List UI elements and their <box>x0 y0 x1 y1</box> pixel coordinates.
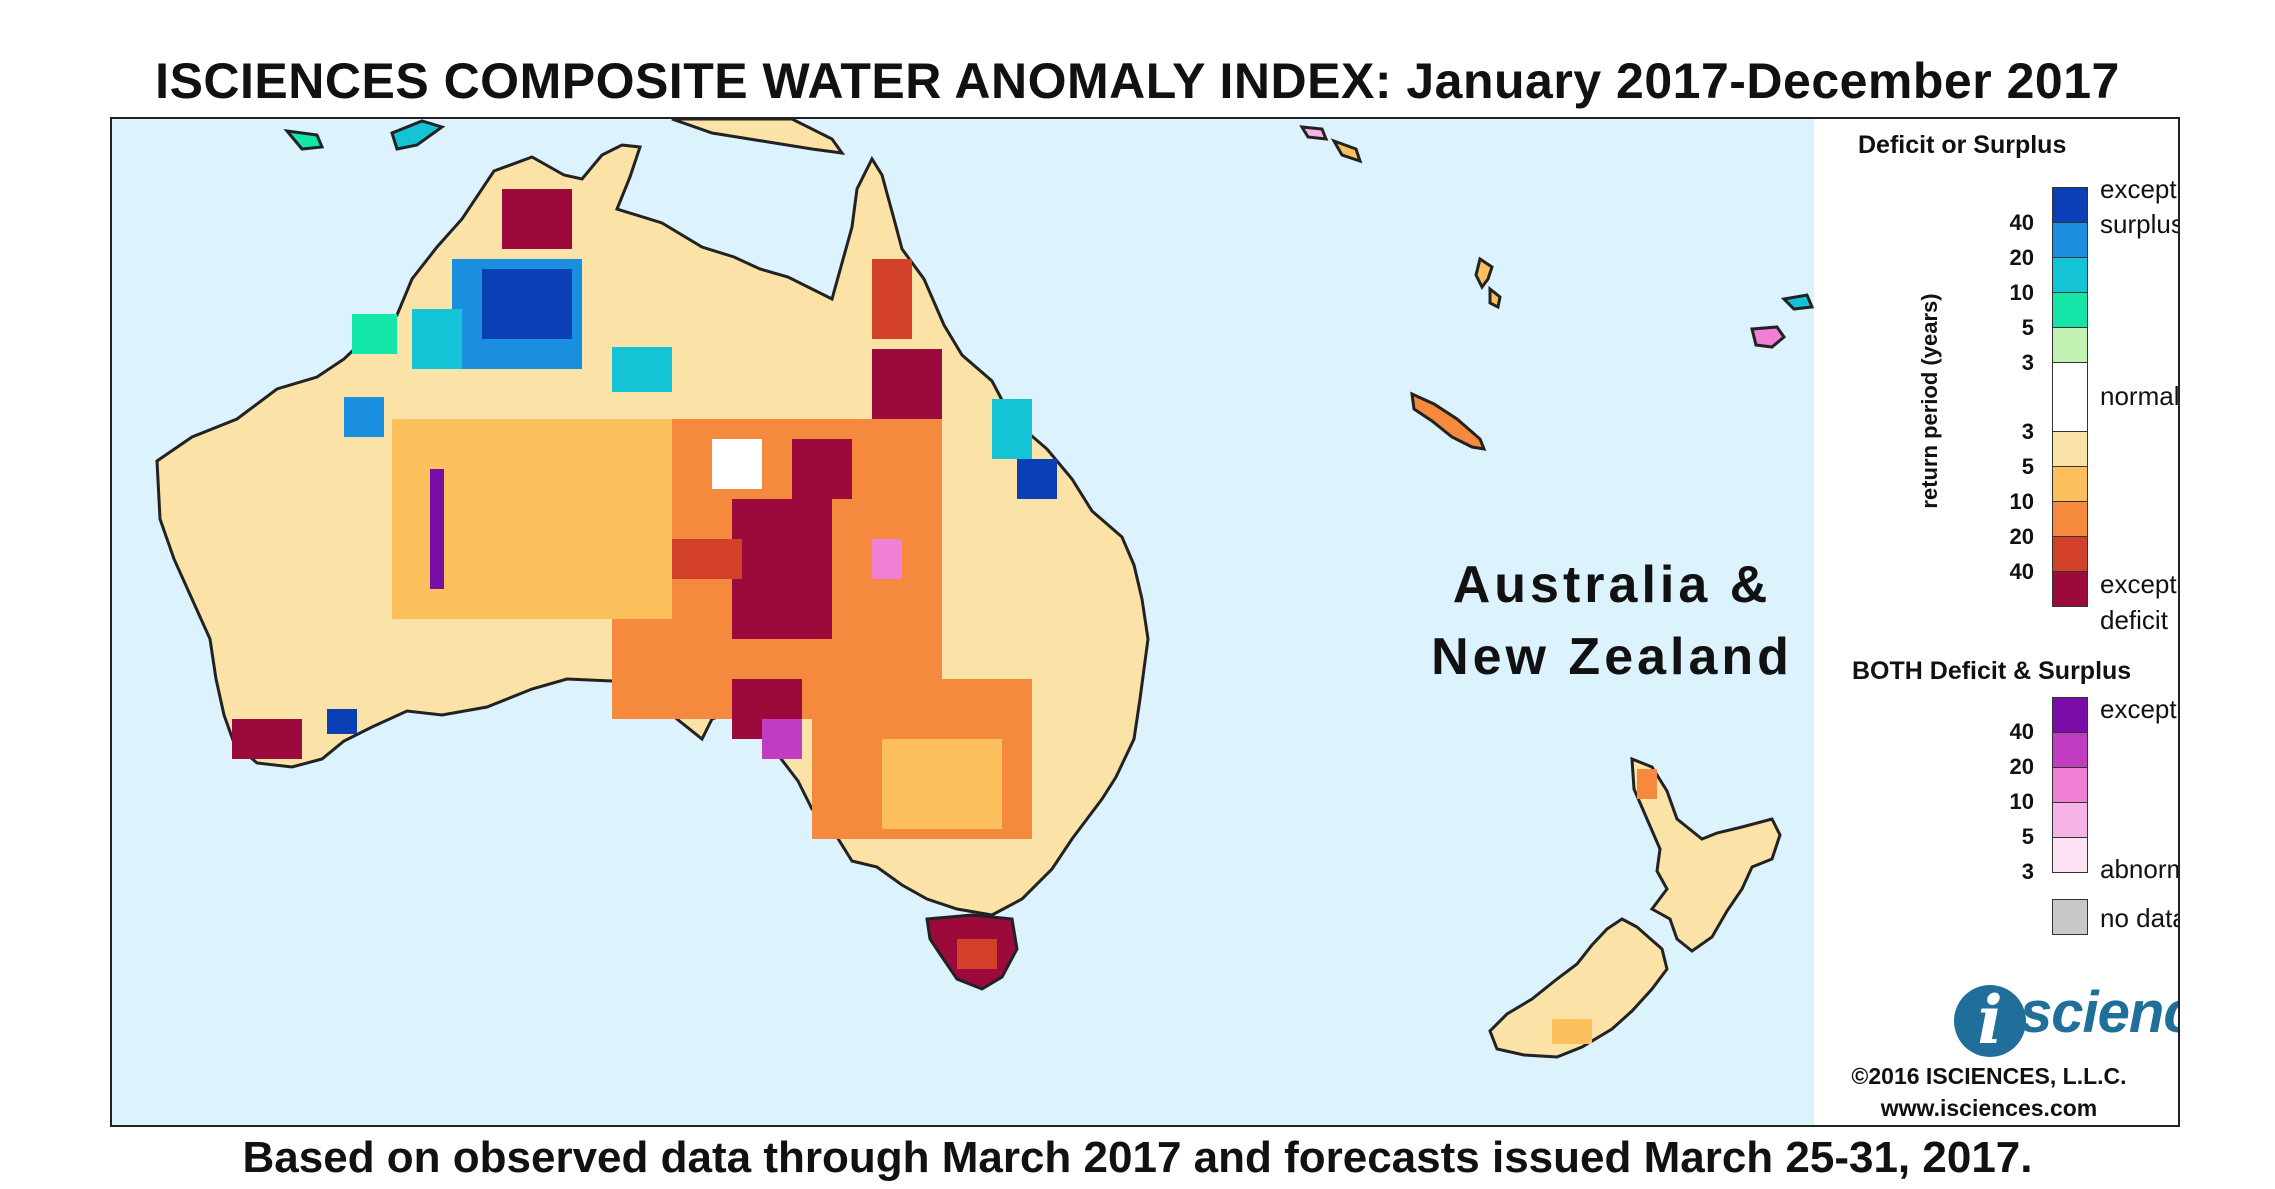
patch-surplus-west <box>344 397 384 437</box>
new-guinea-coast-c <box>671 119 846 155</box>
nz-south-island <box>1488 917 1669 1059</box>
new-caledonia <box>1410 391 1487 451</box>
swatch-deficit-3 <box>2052 431 2088 467</box>
tick-surplus-5: 5 <box>2021 315 2034 340</box>
tick-deficit-5: 5 <box>2021 454 2034 479</box>
swatch-normal <box>2052 362 2088 432</box>
legend-label-exceptional-surplus-2: surplus <box>2100 209 2180 239</box>
legend-label-exceptional-deficit-1: exceptional <box>2100 569 2178 599</box>
swatch-both-20 <box>2052 732 2088 768</box>
tick-both-5: 5 <box>2021 824 2034 849</box>
patch-both-west <box>430 469 444 589</box>
tick-both-20: 20 <box>2009 754 2034 779</box>
solomon-island-b <box>1330 138 1363 164</box>
legend-label-normal: normal <box>2100 381 2180 411</box>
fiji-island-a <box>1750 325 1787 349</box>
legend-heading-single: Deficit or Surplus <box>1858 131 2067 159</box>
tick-surplus-3: 3 <box>2021 350 2034 375</box>
patch-both-center <box>872 539 902 579</box>
vanuatu-island-a <box>1474 256 1494 290</box>
patch-surplus-northwest <box>412 309 462 369</box>
solomon-island-a <box>1299 125 1329 141</box>
legend-label-both-exceptional: exceptional <box>2100 694 2178 724</box>
map-title: ISCIENCES COMPOSITE WATER ANOMALY INDEX:… <box>155 53 2120 109</box>
patch-surplus-kimberley <box>352 314 397 354</box>
tick-deficit-20: 20 <box>2009 524 2034 549</box>
legend-label-exceptional-deficit-2: deficit <box>2100 605 2168 635</box>
patch-normal-center <box>712 439 762 489</box>
tick-deficit-40: 40 <box>2009 559 2034 584</box>
swatch-deficit-5 <box>2052 466 2088 502</box>
swatch-deficit-20 <box>2052 536 2088 572</box>
patch-moderate-east <box>962 549 1082 669</box>
isciences-logo: i sciences <box>1954 979 2178 1069</box>
patch-deficit-interior-core <box>732 499 832 639</box>
patch-deficit-southwest <box>232 719 302 759</box>
tick-deficit-10: 10 <box>2009 489 2034 514</box>
footer-note: Based on observed data through March 201… <box>242 1133 2033 1182</box>
swatch-surplus-40 <box>2052 187 2088 223</box>
legend-label-exceptional-surplus-1: exceptional <box>2100 174 2178 204</box>
swatch-surplus-20 <box>2052 222 2088 258</box>
swatch-both-5 <box>2052 802 2088 838</box>
new-guinea-coast-b <box>390 119 446 151</box>
swatch-surplus-5 <box>2052 292 2088 328</box>
nz-north-island <box>1630 756 1782 953</box>
anomaly-patches <box>232 189 1657 1044</box>
patch-deficit-top-end <box>502 189 572 249</box>
patch-surplus-southwest <box>327 709 357 734</box>
fiji-island-b <box>1780 293 1814 311</box>
patch-surplus-center-north <box>612 347 672 392</box>
patch-deficit-interior-c <box>672 539 742 579</box>
patch-surplus-east-coast-core <box>1017 459 1057 499</box>
website-text: www.isciences.com <box>1880 1095 2098 1121</box>
swatch-both-10 <box>2052 767 2088 803</box>
swatch-deficit-40 <box>2052 571 2088 607</box>
legend-label-both-abnormal: abnormal <box>2100 854 2178 884</box>
swatch-both-3 <box>2052 837 2088 873</box>
legend-axis-label-text: return period (years) <box>1917 293 1942 509</box>
map-frame: Australia & New Zealand Deficit or Surpl… <box>110 117 2180 1127</box>
region-label: Australia & New Zealand <box>1412 549 1812 693</box>
tick-both-40: 40 <box>2009 719 2034 744</box>
patch-both-sa <box>762 719 802 759</box>
swatch-no-data <box>2052 899 2088 935</box>
swatch-both-40 <box>2052 697 2088 733</box>
patch-tas-deficit <box>957 939 997 969</box>
tick-both-10: 10 <box>2009 789 2034 814</box>
legend-label-no-data: no data <box>2100 903 2180 933</box>
patch-surplus-north-core <box>482 269 572 339</box>
vanuatu-island-b <box>1488 285 1502 310</box>
region-label-line1: Australia & <box>1452 556 1772 614</box>
patch-deficit-victoria <box>882 739 1002 829</box>
tick-both-3: 3 <box>2021 859 2034 884</box>
patch-deficit-gulf <box>872 259 912 339</box>
new-guinea-coast-a <box>283 129 325 151</box>
patch-deficit-interior-b <box>792 439 852 499</box>
tick-deficit-3: 3 <box>2021 419 2034 444</box>
logo-wordmark: sciences <box>2020 980 2178 1045</box>
legend: Deficit or Surplus exceptional surplus n… <box>1814 119 2180 1125</box>
logo-i-mark: i <box>1954 985 2026 1057</box>
region-label-line2: New Zealand <box>1431 628 1793 686</box>
patch-nz-south-moderate <box>1552 1019 1592 1044</box>
swatch-surplus-10 <box>2052 257 2088 293</box>
legend-heading-both: BOTH Deficit & Surplus <box>1852 657 2132 685</box>
swatch-deficit-10 <box>2052 501 2088 537</box>
swatch-surplus-3 <box>2052 327 2088 363</box>
tick-surplus-20: 20 <box>2009 245 2034 270</box>
tick-surplus-40: 40 <box>2009 210 2034 235</box>
copyright-text: ©2016 ISCIENCES, L.L.C. <box>1851 1063 2127 1089</box>
tick-surplus-10: 10 <box>2009 280 2034 305</box>
patch-nz-north-deficit <box>1637 769 1657 799</box>
map-canvas <box>112 119 1814 1125</box>
patch-surplus-east-coast <box>992 399 1032 459</box>
